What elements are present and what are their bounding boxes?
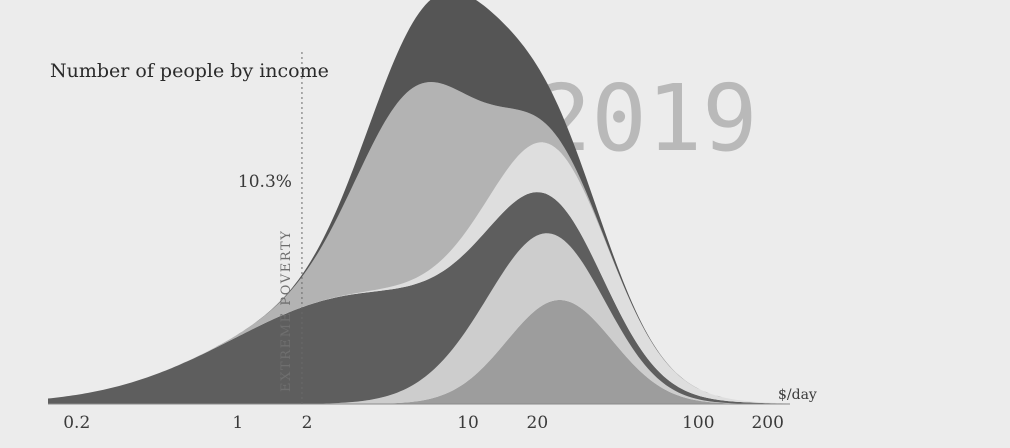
area-band-second [48, 82, 790, 404]
area-series-group [48, 0, 790, 404]
area-band-fourth [48, 192, 790, 404]
extreme-poverty-share: 10.3% [238, 172, 292, 192]
area-band-top [48, 0, 790, 404]
x-axis-ticks: 0.2 1 2 10 20 100 200 [63, 413, 784, 433]
x-axis-unit-label: $/day [778, 387, 817, 403]
x-tick-label: 0.2 [63, 413, 90, 433]
x-tick-label: 20 [527, 413, 549, 433]
x-tick-label: 100 [682, 413, 714, 433]
x-tick-label: 10 [457, 413, 479, 433]
chart-title: Number of people by income [50, 60, 329, 82]
x-tick-label: 200 [751, 413, 783, 433]
x-tick-label: 2 [302, 413, 313, 433]
x-tick-label: 1 [232, 413, 243, 433]
area-band-bottom [48, 300, 790, 404]
extreme-poverty-label: EXTREME POVERTY [279, 230, 294, 393]
